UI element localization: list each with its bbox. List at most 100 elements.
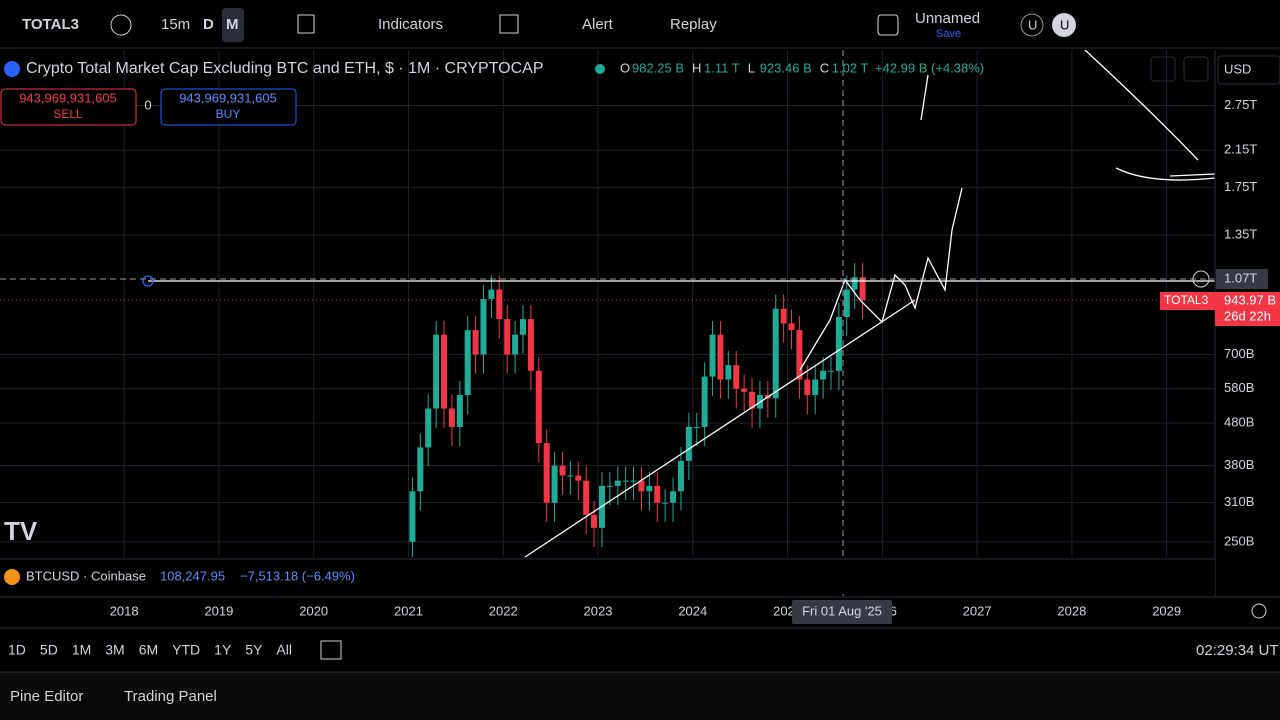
interval[interactable]: M [226,16,239,33]
y-tick-label: 1.75T [1224,179,1257,194]
candle-body [638,480,645,492]
candle-body [472,330,479,355]
panel-tab[interactable]: Pine Editor [10,688,83,705]
ohlc-value: 1.02 T [832,60,869,75]
user[interactable] [1020,13,1044,37]
chart-type[interactable] [297,14,315,34]
replay[interactable]: Replay [670,16,717,33]
indicators[interactable]: Indicators [378,16,443,33]
candle-body [591,514,598,528]
go-to-date[interactable] [320,640,342,660]
x-tick-label: 2018 [110,603,139,618]
scroll-button[interactable] [1150,56,1176,82]
ohlc-key: H [692,60,701,75]
handle [142,275,154,287]
add-button[interactable] [1192,270,1210,288]
time-axis: 2018201920202021202220232024202520262027… [110,603,1181,618]
candle-body [496,289,503,320]
range-button[interactable]: 1Y [214,642,232,658]
sell-price[interactable]: 943,969,931,605 [19,90,117,105]
countdown: 26d 22h [1224,308,1271,323]
y-tick-label: 250B [1224,533,1254,548]
crosshair-date-box [792,600,892,624]
candle-body [685,426,692,461]
interval[interactable]: D [203,16,214,33]
interval[interactable]: 15m [161,16,190,33]
y-tick-label: 2.15T [1224,142,1257,157]
symbol-logo [4,61,20,77]
buy-button[interactable] [160,88,297,126]
sell-label[interactable]: SELL [53,107,83,121]
add-symbol[interactable] [110,14,132,36]
checkbox[interactable] [877,14,899,36]
alert[interactable]: Alert [582,16,614,33]
save[interactable]: Save [936,28,961,40]
candle-body [425,408,432,448]
y-tick-label: 2.75T [1224,97,1257,112]
status [595,64,605,74]
x-tick-label: 2027 [963,603,992,618]
clock: 02:29:34 UT [1196,642,1279,659]
range-button[interactable]: 5Y [245,642,263,658]
templates[interactable] [499,14,519,34]
price-box [1215,292,1280,326]
y-tick-label: 380B [1224,457,1254,472]
candle-body [796,330,803,380]
x-tick-label: 2028 [1057,603,1086,618]
candle-body [812,379,819,396]
candle-body [677,460,684,492]
interval-active [222,8,244,42]
range-button[interactable]: All [276,642,292,658]
currency-box[interactable] [1217,55,1280,85]
layout-name[interactable]: Unnamed [915,10,980,27]
avatar[interactable]: U [1060,17,1069,32]
bottom-panel [0,672,1280,720]
range-button[interactable]: 5D [40,642,58,658]
candle-body [417,447,424,492]
candles [0,263,1215,557]
candle-body [701,376,708,427]
buy-label[interactable]: BUY [216,107,241,121]
price-axis: 250B 310B 380B 480B 580B 700B 1.35T 1.75T 2.15T 2… [1224,97,1257,548]
x-tick-label: 2021 [394,603,423,618]
range-button[interactable]: 1D [8,642,26,658]
y-tick-label: 480B [1224,415,1254,430]
candle-body [693,426,700,428]
buy-price[interactable]: 943,969,931,605 [179,90,277,105]
x-tick-label: 2020 [299,603,328,618]
candle-body [527,319,534,371]
symbol[interactable]: TOTAL3 [22,16,79,33]
candle-body [835,317,842,371]
currency[interactable]: USD [1224,61,1251,76]
range-button[interactable]: 1M [72,642,91,658]
change: +42.99 B (+4.38%) [875,60,984,75]
range-button[interactable]: YTD [172,642,200,658]
x-tick-label: 2019 [204,603,233,618]
y-tick-label: 1.35T [1224,226,1257,241]
ohlc-key: C [820,60,829,75]
trend-line [524,299,916,558]
range-button[interactable]: 3M [105,642,124,658]
range-button[interactable]: 6M [139,642,158,658]
candle-body [859,277,866,301]
tv-logo: TV [4,516,38,546]
reset-button[interactable] [1183,56,1209,82]
compare-change: −7,513.18 (−6.49%) [240,568,355,583]
settings[interactable] [1251,603,1267,619]
user[interactable]: U [1028,17,1037,32]
panel-tab[interactable]: Trading Panel [124,688,217,705]
candle-body [448,408,455,427]
sell-button[interactable] [0,88,137,126]
y-tick-label: 580B [1224,380,1254,395]
candle-body [614,480,621,486]
candle-body [551,465,558,503]
price-tag [1160,292,1215,310]
candle-body [780,308,787,324]
candle-body [749,391,756,409]
candle-body [630,480,637,482]
candle-body [717,334,724,380]
avatar[interactable] [1052,13,1076,37]
x-tick-label: 2023 [584,603,613,618]
ohlc-value: 982.25 B [632,60,684,75]
